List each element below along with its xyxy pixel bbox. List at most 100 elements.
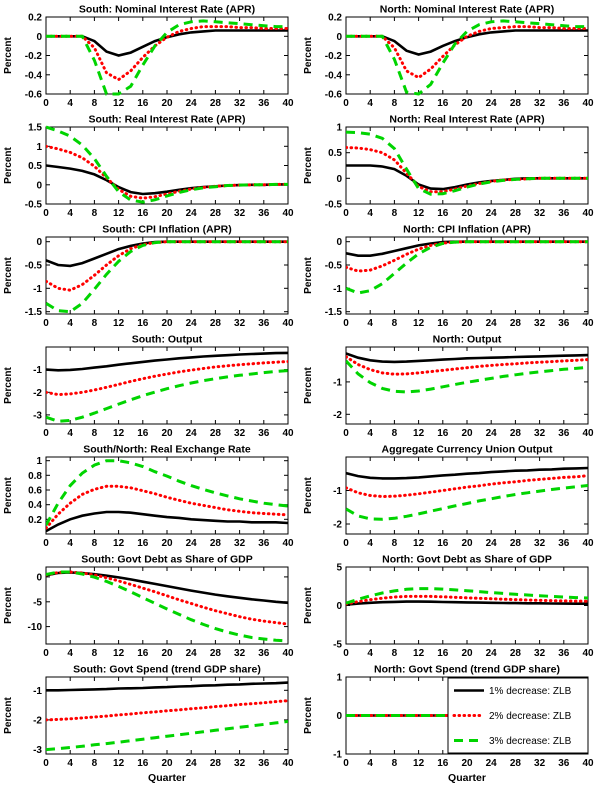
x-tick-label: 0 xyxy=(343,758,349,769)
x-tick-label: 0 xyxy=(343,208,349,219)
y-tick-label: -0.4 xyxy=(325,70,343,81)
chart-canvas: North: Nominal Interest Rate (APR) Percen… xyxy=(303,4,594,110)
x-tick-label: 12 xyxy=(113,318,125,329)
y-tick-label: -1 xyxy=(333,486,342,497)
x-tick-label: 20 xyxy=(461,208,473,219)
axes-box xyxy=(345,16,589,95)
series-line xyxy=(346,594,588,606)
x-tick-label: 36 xyxy=(558,538,570,549)
y-tick-label: -1 xyxy=(333,284,342,295)
x-tick-label: 20 xyxy=(461,98,473,109)
x-tick-label: 32 xyxy=(234,208,246,219)
x-tick-label: 20 xyxy=(161,428,173,439)
x-tick-label: 16 xyxy=(437,318,449,329)
x-tick-label: 20 xyxy=(161,318,173,329)
y-tick-label: -1.5 xyxy=(25,307,43,318)
series-line xyxy=(346,240,588,273)
x-tick-label: 32 xyxy=(234,428,246,439)
y-tick-label: 0.2 xyxy=(328,13,342,24)
y-tick-label: 0 xyxy=(336,601,342,612)
x-tick-label: 28 xyxy=(510,98,522,109)
x-tick-label: 16 xyxy=(137,208,149,219)
series-line xyxy=(46,25,288,82)
subplot-north-real-interest-rate-apr: North: Real Interest Rate (APR) Percent 1 0… xyxy=(300,113,600,223)
y-tick-label: -3 xyxy=(33,410,42,421)
subplot-south-output: South: Output Percent -1 -2 -3 0 4 8 12 16 20 24 28 3… xyxy=(0,333,300,443)
x-tick-label: 8 xyxy=(392,648,398,659)
x-tick-label: 12 xyxy=(413,428,425,439)
x-tick-label: 28 xyxy=(210,208,222,219)
x-tick-label: 12 xyxy=(413,208,425,219)
subplot-south-cpi-inflation-apr: South: CPI Inflation (APR) Percent 0 -0.5 -1… xyxy=(0,223,300,333)
x-tick-label: 8 xyxy=(92,208,98,219)
subplot-south-nominal-interest-rate-apr: South: Nominal Interest Rate (APR) Percen… xyxy=(0,3,300,113)
x-tick-label: 8 xyxy=(392,428,398,439)
x-tick-label: 24 xyxy=(486,648,498,659)
x-tick-label: 24 xyxy=(186,758,198,769)
x-tick-label: 24 xyxy=(486,538,498,549)
y-tick-label: -0.5 xyxy=(25,261,43,272)
x-tick-label: 36 xyxy=(558,428,570,439)
x-tick-label: 4 xyxy=(67,208,73,219)
x-tick-label: 24 xyxy=(486,318,498,329)
x-tick-label: 20 xyxy=(161,758,173,769)
x-tick-label: 16 xyxy=(437,428,449,439)
x-tick-label: 0 xyxy=(43,758,49,769)
y-tick-label: 0.5 xyxy=(328,148,342,159)
y-tick-label: 0 xyxy=(36,572,42,583)
x-tick-label: 20 xyxy=(161,98,173,109)
x-tick-label: 40 xyxy=(282,98,294,109)
x-tick-label: 20 xyxy=(161,208,173,219)
y-tick-label: -0.5 xyxy=(325,261,343,272)
x-tick-label: 0 xyxy=(343,648,349,659)
y-tick-label: -0.4 xyxy=(25,70,43,81)
chart-title: South: CPI Inflation (APR) xyxy=(102,224,231,236)
y-axis-label: Percent xyxy=(303,146,314,183)
x-tick-label: 24 xyxy=(486,758,498,769)
y-tick-label: -3 xyxy=(33,745,42,756)
y-axis-label: Percent xyxy=(303,256,314,293)
y-tick-label: -0.2 xyxy=(325,51,343,62)
x-tick-label: 36 xyxy=(558,98,570,109)
y-tick-label: 0.6 xyxy=(28,486,42,497)
x-tick-label: 24 xyxy=(186,98,198,109)
x-tick-label: 24 xyxy=(486,98,498,109)
chart-canvas: South: CPI Inflation (APR) Percent 0 -0.5 -1… xyxy=(3,224,294,330)
y-tick-label: 0.8 xyxy=(28,471,42,482)
y-tick-label: -1 xyxy=(333,377,342,388)
x-tick-label: 28 xyxy=(210,648,222,659)
x-tick-label: 36 xyxy=(558,208,570,219)
series-line xyxy=(46,240,288,314)
series-line xyxy=(346,25,588,80)
legend-label: 3% decrease: ZLB xyxy=(489,736,572,747)
x-tick-label: 32 xyxy=(534,758,546,769)
x-tick-label: 40 xyxy=(282,428,294,439)
x-tick-label: 36 xyxy=(258,208,270,219)
series-line xyxy=(46,459,288,526)
y-tick-label: -1.5 xyxy=(325,307,343,318)
y-tick-label: -10 xyxy=(28,622,43,633)
axes-box xyxy=(345,236,589,315)
y-tick-label: -1 xyxy=(33,365,42,376)
x-tick-label: 8 xyxy=(92,758,98,769)
y-axis-label: Percent xyxy=(303,366,314,403)
x-tick-label: 20 xyxy=(461,318,473,329)
y-tick-label: 1 xyxy=(336,123,342,134)
x-tick-label: 4 xyxy=(67,318,73,329)
x-tick-label: 32 xyxy=(234,538,246,549)
x-tick-label: 8 xyxy=(392,98,398,109)
x-tick-label: 32 xyxy=(234,758,246,769)
y-tick-label: 0 xyxy=(336,237,342,248)
x-axis-label: Quarter xyxy=(448,772,486,784)
series-line xyxy=(346,19,588,96)
x-tick-label: 20 xyxy=(461,758,473,769)
series-line xyxy=(46,699,288,722)
x-tick-label: 8 xyxy=(92,538,98,549)
legend-label: 2% decrease: ZLB xyxy=(489,711,572,722)
chart-canvas: North: Govt Debt as Share of GDP Percent 5… xyxy=(303,554,594,660)
y-tick-label: -0.5 xyxy=(25,200,43,211)
x-tick-label: 4 xyxy=(367,318,373,329)
x-tick-label: 8 xyxy=(92,648,98,659)
x-tick-label: 28 xyxy=(510,538,522,549)
x-tick-label: 40 xyxy=(582,318,594,329)
